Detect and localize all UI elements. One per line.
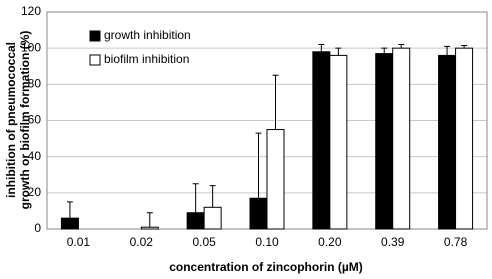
bar	[329, 54, 348, 230]
bar	[375, 53, 394, 230]
bar	[455, 47, 474, 230]
legend-swatch	[89, 54, 101, 66]
bar	[140, 226, 159, 230]
x-tick-label: 0.78	[444, 235, 468, 249]
x-tick-label: 0.02	[130, 235, 154, 249]
y-tick-label: 20	[28, 185, 42, 199]
y-tick-label: 100	[21, 40, 41, 54]
bar	[249, 197, 268, 230]
y-tick-label: 40	[28, 149, 42, 163]
error-bar	[255, 132, 262, 199]
error-bar	[335, 47, 342, 56]
x-tick-label: 0.20	[318, 235, 342, 249]
y-tick-label: 0	[34, 221, 41, 235]
error-bar	[398, 44, 405, 49]
error-bar	[461, 44, 468, 49]
x-tick-label: 0.39	[381, 235, 405, 249]
x-tick-label: 0.10	[255, 235, 279, 249]
bar	[186, 212, 205, 230]
legend-label: growth inhibition	[104, 28, 191, 42]
error-bar	[318, 44, 325, 52]
bar	[312, 51, 331, 230]
error-bar	[146, 212, 153, 228]
bar	[203, 206, 222, 230]
legend-label: biofilm inhibition	[104, 52, 189, 66]
legend-swatch	[89, 30, 101, 42]
error-bar	[209, 185, 216, 208]
bar	[266, 129, 285, 230]
y-tick-label: 60	[28, 113, 42, 127]
x-tick-label: 0.05	[192, 235, 216, 249]
x-tick-label: 0.01	[67, 235, 91, 249]
error-bar	[192, 183, 199, 213]
error-bar	[66, 201, 73, 219]
y-tick-label: 120	[21, 4, 41, 18]
bar	[60, 217, 79, 230]
error-bar	[272, 74, 279, 130]
bar	[392, 47, 411, 230]
y-axis-label: inhibition of pneumococcal	[4, 42, 18, 198]
y-tick-label: 80	[28, 77, 42, 91]
error-bar	[381, 47, 388, 54]
bar	[438, 54, 457, 230]
y-axis-label: growth or biofilm formation (%)	[18, 31, 32, 210]
error-bar	[444, 45, 451, 56]
x-axis-label: concentration of zincophorin (µM)	[169, 260, 363, 274]
